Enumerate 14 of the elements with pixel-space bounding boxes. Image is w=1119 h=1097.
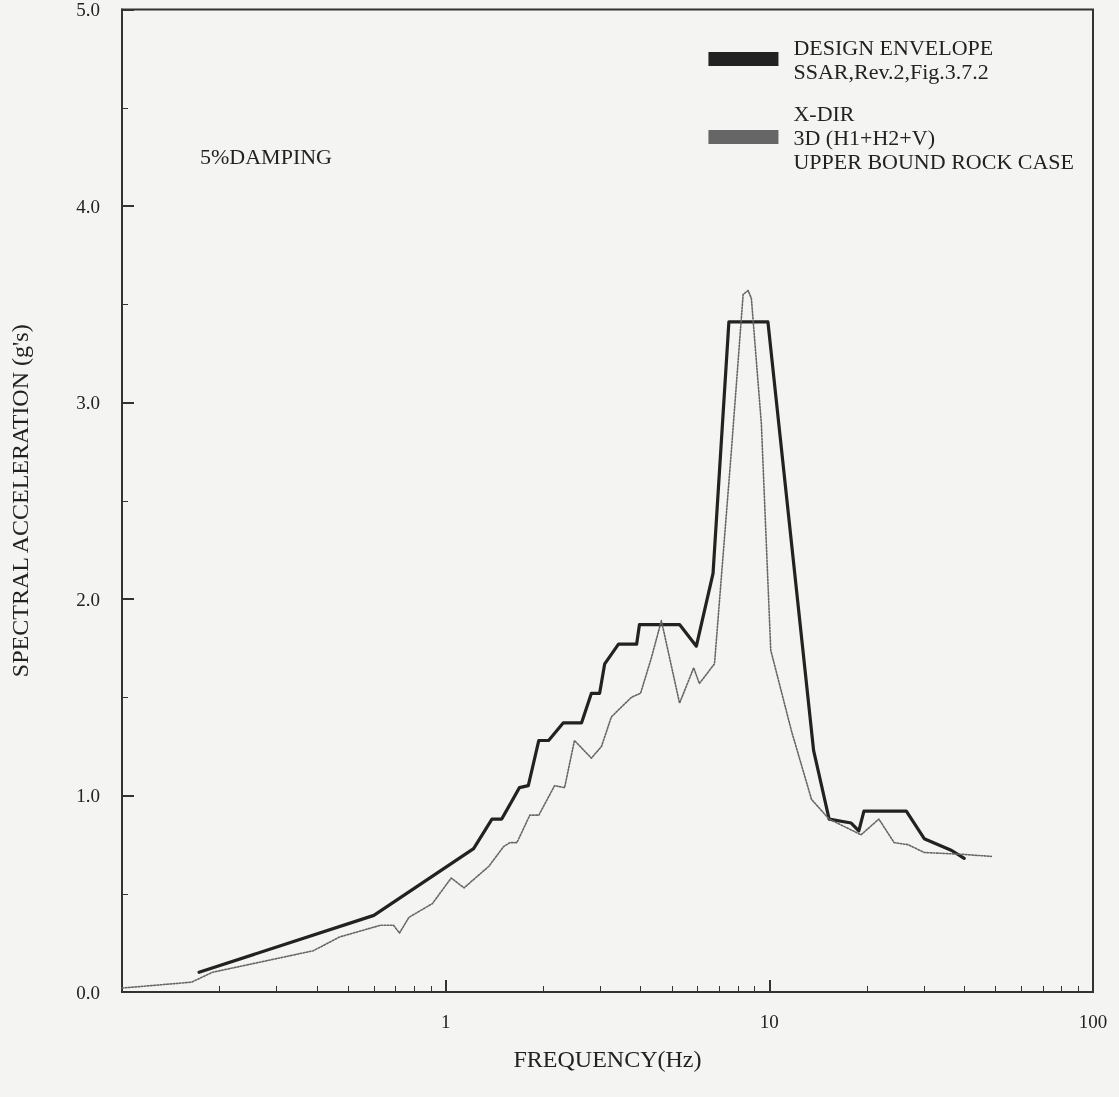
x-tick-label: 10	[759, 1011, 779, 1032]
legend-label: X-DIR 3D (H1+H2+V) UPPER BOUND ROCK CASE	[793, 100, 1075, 174]
y-tick-label: 4.0	[76, 195, 100, 217]
x-tick-label: 100	[1078, 1011, 1108, 1032]
x-axis-title: FREQUENCY(Hz)	[513, 1046, 702, 1072]
y-tick-label: 2.0	[76, 588, 100, 610]
y-axis-title: SPECTRAL ACCELERATION (g's)	[7, 324, 33, 678]
legend-label: DESIGN ENVELOPE SSAR,Rev.2,Fig.3.7.2	[793, 34, 994, 84]
y-tick-label: 5.0	[76, 0, 100, 20]
y-tick-label: 3.0	[76, 392, 100, 413]
annotation: 5%DAMPING	[200, 143, 333, 169]
y-tick-label: 0.0	[76, 981, 100, 1003]
x-tick-label: 1	[440, 1011, 451, 1032]
y-tick-label: 1.0	[76, 785, 100, 806]
